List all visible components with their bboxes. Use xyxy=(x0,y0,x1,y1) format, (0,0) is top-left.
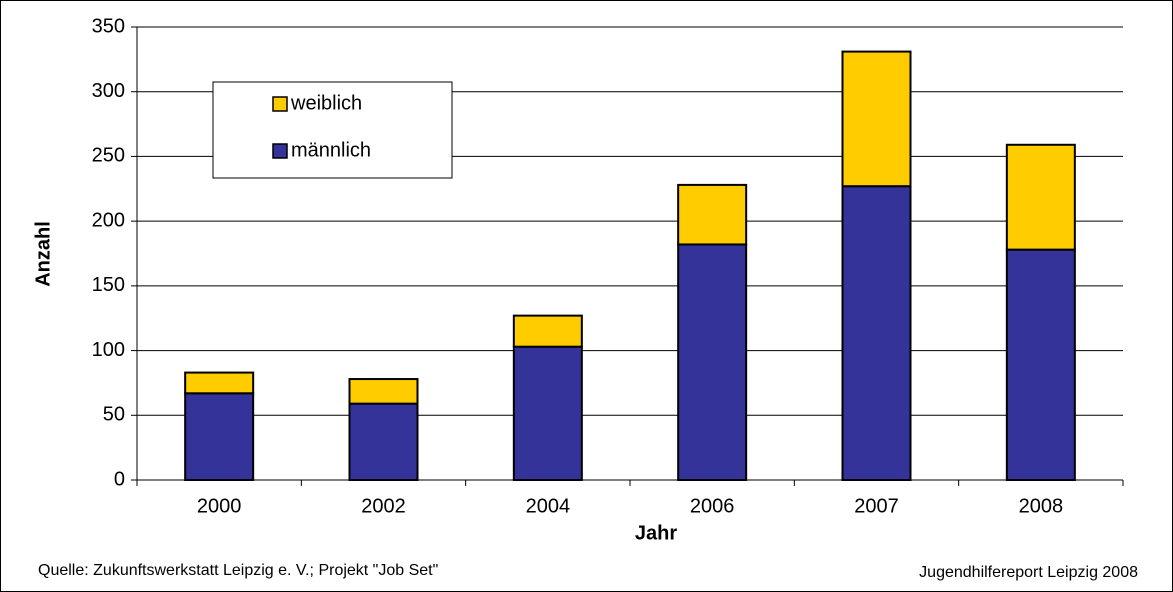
bar-segment xyxy=(1005,248,1076,481)
bar-segment xyxy=(841,185,912,481)
y-tick-label: 100 xyxy=(92,339,125,361)
y-tick-label: 50 xyxy=(103,404,125,426)
bar-segment xyxy=(184,371,255,395)
legend xyxy=(212,81,453,179)
y-tick-label: 250 xyxy=(92,145,125,167)
bar-segment xyxy=(841,50,912,188)
bar-segment xyxy=(1005,143,1076,251)
x-tick-label: 2004 xyxy=(526,495,571,517)
x-tick-label: 2007 xyxy=(854,495,899,517)
y-tick-label: 300 xyxy=(92,80,125,102)
bar-segment xyxy=(512,345,583,481)
x-tick-label: 2000 xyxy=(197,495,242,517)
x-tick-label: 2006 xyxy=(690,495,735,517)
report-note: Jugendhilfereport Leipzig 2008 xyxy=(919,564,1138,581)
x-tick-label: 2008 xyxy=(1019,495,1064,517)
bar-segment xyxy=(512,314,583,348)
bar-segment xyxy=(348,378,419,405)
legend-label: männlich xyxy=(291,139,371,161)
y-tick-label: 200 xyxy=(92,209,125,231)
x-axis-label: Jahr xyxy=(635,522,677,544)
y-tick-label: 350 xyxy=(92,15,125,37)
legend-swatch xyxy=(272,96,288,112)
bar-segment xyxy=(677,243,748,481)
source-note: Quelle: Zukunftswerkstatt Leipzig e. V.;… xyxy=(38,562,438,579)
bar-segment xyxy=(184,392,255,482)
x-tick-label: 2002 xyxy=(361,495,406,517)
y-tick-label: 0 xyxy=(114,468,125,490)
y-axis-label: Anzahl xyxy=(32,221,54,287)
legend-label: weiblich xyxy=(290,92,362,114)
bar-segment xyxy=(677,183,748,246)
bar-segment xyxy=(348,402,419,481)
y-tick-label: 150 xyxy=(92,274,125,296)
legend-swatch xyxy=(272,143,288,159)
